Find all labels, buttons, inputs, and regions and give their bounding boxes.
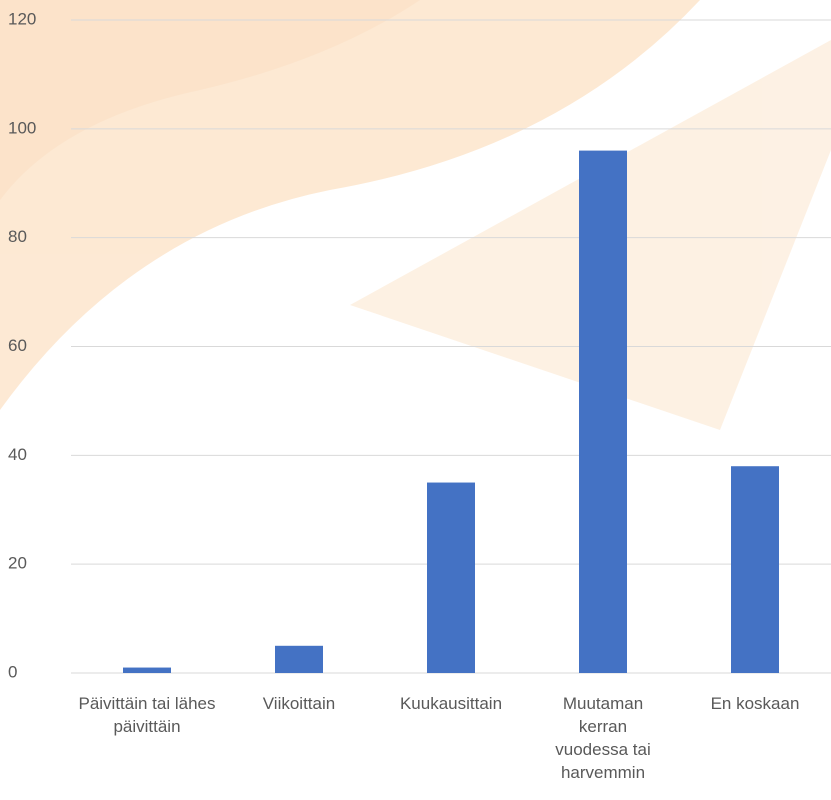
- x-tick-label: Päivittäin tai lähes päivittäin: [78, 694, 216, 736]
- bar: [731, 466, 779, 673]
- y-tick-label: 100: [8, 118, 36, 137]
- background-decoration: [0, 0, 831, 430]
- x-tick-label: En koskaan: [710, 694, 800, 713]
- y-tick-label: 120: [8, 9, 36, 28]
- x-tick-label: Viikoittain: [262, 694, 336, 713]
- bar: [579, 150, 627, 674]
- bar: [275, 645, 323, 673]
- x-tick-label: Kuukausittain: [399, 694, 503, 713]
- bar: [427, 482, 475, 673]
- y-tick-label: 0: [8, 662, 17, 681]
- x-tick-label: Muutaman kerran vuodessa tai harvemmin: [555, 694, 651, 782]
- bar: [123, 667, 171, 673]
- y-tick-label: 20: [8, 554, 27, 573]
- y-tick-label: 40: [8, 445, 27, 464]
- y-tick-label: 80: [8, 227, 27, 246]
- y-tick-label: 60: [8, 336, 27, 355]
